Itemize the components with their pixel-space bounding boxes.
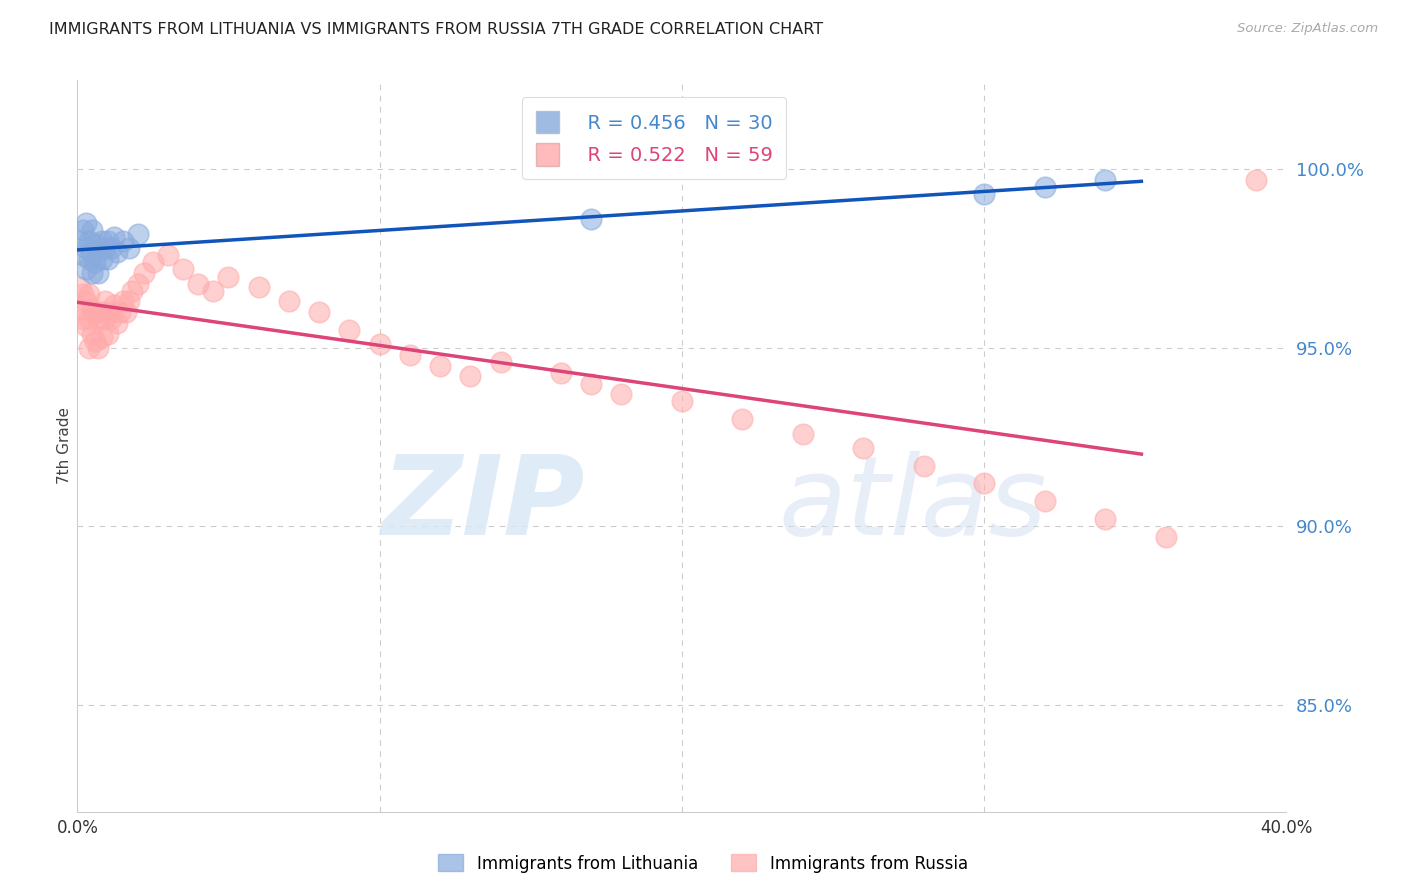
Point	[852, 441, 875, 455]
Point	[96, 326, 118, 341]
Point	[458, 369, 481, 384]
Text: 0.0%: 0.0%	[56, 819, 98, 837]
Point	[87, 341, 110, 355]
Point	[84, 255, 107, 269]
Point	[87, 312, 110, 326]
Point	[1094, 512, 1116, 526]
Point	[368, 337, 391, 351]
Point	[399, 348, 422, 362]
Point	[127, 277, 149, 291]
Point	[79, 234, 101, 248]
Point	[69, 234, 91, 248]
Point	[96, 234, 118, 248]
Legend:   R = 0.456   N = 30,   R = 0.522   N = 59: R = 0.456 N = 30, R = 0.522 N = 59	[523, 97, 786, 179]
Point	[111, 234, 134, 248]
Point	[79, 252, 101, 266]
Point	[1094, 173, 1116, 187]
Point	[610, 387, 633, 401]
Point	[93, 241, 115, 255]
Point	[87, 244, 110, 259]
Point	[82, 244, 104, 259]
Point	[429, 359, 451, 373]
Point	[247, 280, 270, 294]
Point	[72, 248, 94, 262]
Point	[121, 284, 143, 298]
Point	[100, 312, 122, 326]
Point	[127, 227, 149, 241]
Point	[308, 305, 330, 319]
Point	[671, 394, 693, 409]
Point	[79, 341, 101, 355]
Point	[172, 262, 194, 277]
Point	[218, 269, 240, 284]
Point	[105, 244, 128, 259]
Point	[103, 230, 125, 244]
Point	[75, 319, 97, 334]
Point	[187, 277, 209, 291]
Point	[973, 476, 995, 491]
Point	[90, 330, 112, 344]
Point	[581, 212, 603, 227]
Point	[1033, 180, 1056, 194]
Point	[87, 266, 110, 280]
Y-axis label: 7th Grade: 7th Grade	[56, 408, 72, 484]
Point	[90, 234, 112, 248]
Point	[337, 323, 360, 337]
Point	[912, 458, 935, 473]
Point	[90, 252, 112, 266]
Point	[1033, 494, 1056, 508]
Point	[72, 223, 94, 237]
Point	[93, 312, 115, 326]
Point	[84, 305, 107, 319]
Point	[82, 301, 104, 316]
Point	[96, 305, 118, 319]
Point	[105, 316, 128, 330]
Point	[79, 287, 101, 301]
Point	[1154, 530, 1177, 544]
Text: 40.0%: 40.0%	[1260, 819, 1313, 837]
Point	[90, 305, 112, 319]
Point	[489, 355, 512, 369]
Point	[111, 294, 134, 309]
Point	[75, 216, 97, 230]
Point	[96, 252, 118, 266]
Legend: Immigrants from Lithuania, Immigrants from Russia: Immigrants from Lithuania, Immigrants fr…	[432, 847, 974, 880]
Point	[202, 284, 225, 298]
Point	[75, 262, 97, 277]
Point	[731, 412, 754, 426]
Point	[278, 294, 301, 309]
Point	[75, 294, 97, 309]
Point	[69, 301, 91, 316]
Point	[118, 294, 141, 309]
Point	[82, 223, 104, 237]
Point	[132, 266, 155, 280]
Point	[114, 305, 136, 319]
Point	[69, 280, 91, 294]
Point	[84, 334, 107, 348]
Point	[142, 255, 165, 269]
Point	[93, 294, 115, 309]
Point	[108, 305, 131, 319]
Point	[82, 326, 104, 341]
Point	[79, 312, 101, 326]
Point	[550, 366, 572, 380]
Point	[157, 248, 180, 262]
Point	[118, 241, 141, 255]
Point	[84, 237, 107, 252]
Text: Source: ZipAtlas.com: Source: ZipAtlas.com	[1237, 22, 1378, 36]
Point	[973, 187, 995, 202]
Point	[72, 287, 94, 301]
Point	[82, 266, 104, 280]
Point	[1246, 173, 1268, 187]
Point	[100, 241, 122, 255]
Point	[581, 376, 603, 391]
Point	[72, 312, 94, 326]
Point	[103, 298, 125, 312]
Point	[792, 426, 814, 441]
Point	[75, 241, 97, 255]
Text: atlas: atlas	[779, 451, 1047, 558]
Text: ZIP: ZIP	[381, 451, 585, 558]
Text: IMMIGRANTS FROM LITHUANIA VS IMMIGRANTS FROM RUSSIA 7TH GRADE CORRELATION CHART: IMMIGRANTS FROM LITHUANIA VS IMMIGRANTS …	[49, 22, 824, 37]
